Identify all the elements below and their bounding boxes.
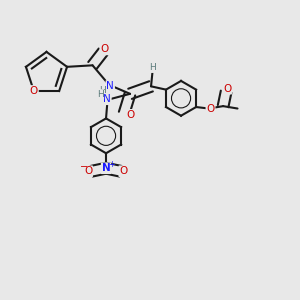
Text: N: N (103, 94, 111, 104)
Text: N: N (106, 81, 114, 91)
Text: +: + (108, 160, 115, 169)
Text: H: H (99, 86, 106, 95)
Text: H: H (97, 90, 104, 99)
Text: −: − (80, 162, 88, 172)
Text: H: H (149, 63, 156, 72)
Text: O: O (206, 103, 214, 113)
Text: O: O (119, 166, 128, 176)
Text: N: N (102, 163, 110, 173)
Text: O: O (127, 110, 135, 120)
Text: O: O (30, 86, 38, 96)
Text: O: O (223, 84, 231, 94)
Text: O: O (100, 44, 109, 54)
Text: O: O (84, 166, 92, 176)
